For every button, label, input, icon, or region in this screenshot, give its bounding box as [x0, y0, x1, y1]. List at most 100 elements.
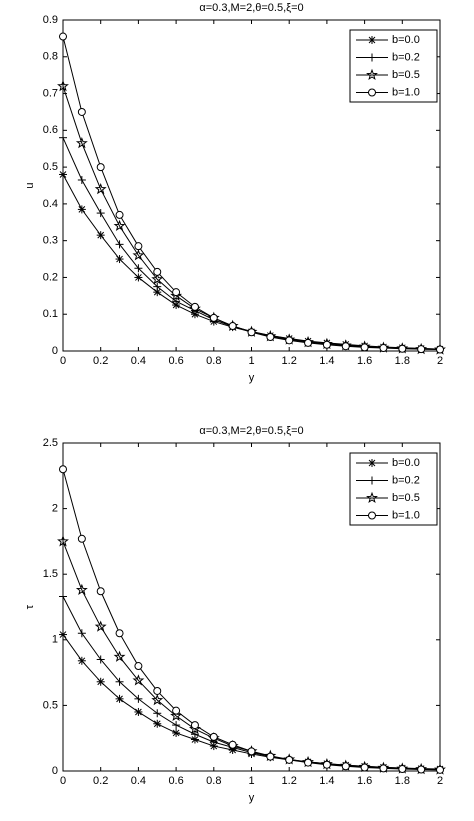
- marker-shape: [398, 344, 407, 353]
- data-point: [398, 344, 407, 353]
- data-point: [360, 343, 369, 352]
- data-point: [285, 336, 294, 345]
- x-tick-label: 1: [248, 775, 254, 787]
- data-point: [132, 674, 145, 686]
- y-tick-label: 0.1: [43, 308, 58, 320]
- marker-shape: [115, 629, 124, 638]
- data-point: [96, 677, 105, 686]
- data-point: [379, 344, 388, 353]
- data-point: [209, 732, 218, 741]
- x-tick-label: 1.4: [319, 775, 334, 787]
- marker-shape: [113, 650, 126, 662]
- marker-shape: [190, 302, 199, 311]
- y-tick-label: 0.2: [43, 271, 58, 283]
- data-point: [113, 219, 126, 232]
- legend-label: b=1.0: [392, 509, 420, 521]
- marker-shape: [417, 345, 426, 354]
- marker-shape: [77, 107, 86, 116]
- data-point: [115, 694, 124, 703]
- marker-shape: [368, 88, 376, 97]
- y-tick-label: 0.8: [43, 51, 58, 63]
- data-point: [151, 273, 164, 285]
- marker-shape: [247, 328, 256, 337]
- data-point: [172, 728, 181, 737]
- marker-shape: [153, 267, 162, 276]
- data-point: [379, 764, 388, 773]
- marker-stroke: [116, 695, 123, 703]
- data-point: [115, 240, 124, 249]
- x-axis-label: y: [249, 792, 255, 804]
- marker-shape: [266, 333, 275, 342]
- data-point: [209, 313, 218, 322]
- data-point: [304, 338, 313, 347]
- marker-shape: [228, 740, 237, 749]
- x-tick-label: 0.8: [206, 775, 221, 787]
- data-point: [96, 163, 105, 172]
- x-tick-label: 0: [60, 775, 66, 787]
- y-axis-label: u: [24, 182, 36, 188]
- y-tick-label: 1: [52, 634, 58, 646]
- x-tick-label: 1.4: [319, 355, 334, 367]
- data-point: [132, 249, 145, 261]
- data-point: [96, 587, 105, 596]
- marker-shape: [75, 583, 88, 596]
- data-point: [341, 342, 350, 351]
- legend-box: [349, 29, 438, 103]
- marker-stroke: [172, 729, 180, 737]
- marker-stroke: [368, 36, 376, 44]
- chart-title: α=0.3,M=2,θ=0.5,ξ=0: [199, 2, 303, 14]
- data-point: [360, 763, 369, 772]
- x-tick-label: 0.6: [168, 775, 183, 787]
- marker-stroke: [191, 736, 199, 743]
- data-point: [228, 740, 237, 749]
- legend-marker: [366, 491, 378, 504]
- marker-shape: [151, 273, 164, 285]
- x-tick-label: 0.8: [206, 355, 221, 367]
- y-tick-label: 0.5: [43, 699, 58, 711]
- marker-shape: [368, 511, 376, 520]
- data-point: [190, 721, 199, 730]
- data-point: [172, 721, 181, 730]
- x-tick-label: 1.2: [282, 355, 297, 367]
- marker-shape: [96, 587, 105, 596]
- marker-shape: [132, 249, 145, 261]
- data-point: [153, 719, 162, 728]
- data-point: [266, 752, 275, 761]
- data-point: [134, 242, 143, 251]
- marker-shape: [57, 535, 69, 547]
- legend-marker: [366, 68, 378, 81]
- data-point: [398, 765, 407, 774]
- y-tick-label: 0.7: [43, 87, 58, 99]
- marker-shape: [379, 344, 388, 353]
- x-axis-label: y: [249, 372, 255, 384]
- marker-shape: [304, 758, 313, 767]
- legend-marker: [368, 53, 376, 62]
- y-tick-label: 0.6: [43, 124, 58, 136]
- data-point: [153, 282, 162, 291]
- x-tick-label: 1: [248, 355, 254, 367]
- data-point: [190, 735, 199, 744]
- data-point: [59, 465, 67, 474]
- legend-label: b=1.0: [392, 86, 420, 98]
- y-tick-label: 0.9: [43, 14, 58, 26]
- marker-shape: [285, 755, 294, 764]
- marker-shape: [190, 721, 199, 730]
- x-tick-label: 1.2: [282, 775, 297, 787]
- data-point: [172, 706, 181, 715]
- marker-shape: [360, 343, 369, 352]
- x-tick-label: 0.2: [93, 355, 108, 367]
- marker-shape: [172, 706, 181, 715]
- data-point: [151, 693, 164, 706]
- marker-shape: [285, 336, 294, 345]
- data-point: [153, 686, 162, 695]
- marker-shape: [94, 620, 107, 632]
- x-tick-label: 2: [437, 355, 443, 367]
- data-point: [285, 755, 294, 764]
- marker-shape: [57, 79, 69, 92]
- data-point: [59, 592, 67, 601]
- data-point: [96, 231, 105, 240]
- marker-shape: [172, 288, 181, 297]
- legend-label: b=0.5: [392, 69, 420, 81]
- legend-label: b=0.5: [392, 492, 420, 504]
- marker-shape: [366, 68, 378, 81]
